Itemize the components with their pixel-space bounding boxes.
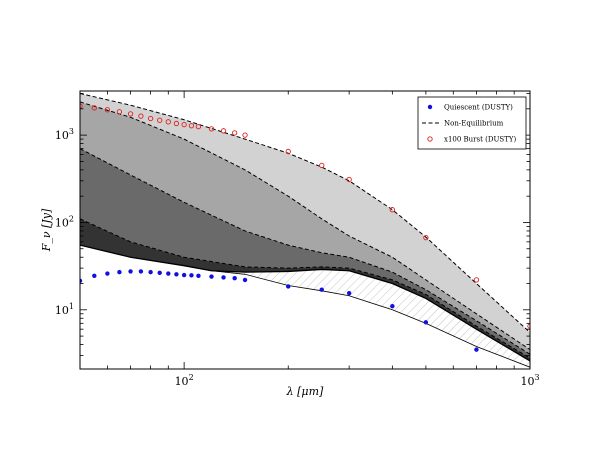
- band-2: [80, 101, 530, 355]
- y-tick-label: 102: [55, 214, 74, 229]
- x-tick-label: 103: [520, 373, 539, 388]
- burst-point: [319, 162, 325, 169]
- legend-label: Non-Equilibrium: [444, 120, 504, 128]
- y-tick-label: 103: [55, 127, 74, 142]
- burst-point: [423, 235, 429, 241]
- burst-point: [208, 126, 215, 132]
- quiescent-point: [117, 269, 122, 275]
- legend: Quiescent (DUSTY) Non-Equilibrium x100 Bur…: [417, 96, 527, 150]
- quiescent-point: [209, 274, 214, 279]
- burst-point: [346, 176, 352, 183]
- burst-point: [220, 128, 227, 134]
- burst-point: [147, 115, 154, 122]
- burst-point: [181, 121, 187, 128]
- burst-point: [91, 105, 97, 111]
- quiescent-point: [138, 269, 144, 274]
- quiescent-point: [423, 320, 429, 325]
- quiescent-point: [181, 272, 187, 278]
- burst-point: [165, 119, 171, 125]
- quiescent-point: [221, 275, 226, 280]
- burst-point: [242, 132, 248, 138]
- data-points: [80, 103, 530, 352]
- quiescent-point: [319, 287, 324, 292]
- burst-point: [157, 117, 163, 123]
- quiescent-point: [105, 271, 110, 276]
- legend-marker-filled: [427, 104, 433, 110]
- burst-point: [173, 120, 180, 127]
- legend-label: Quiescent (DUSTY): [444, 104, 513, 112]
- quiescent-point: [80, 278, 83, 283]
- legend-marker-open: [427, 136, 433, 142]
- non-equilibrium-line-4: [80, 218, 530, 359]
- quiescent-point: [474, 347, 479, 352]
- quiescent-point: [196, 273, 201, 279]
- quiescent-point: [346, 290, 352, 296]
- axis-ticks: 102 103 101 102 103: [55, 91, 540, 388]
- quiescent-point: [189, 273, 194, 278]
- quiescent-point: [92, 273, 97, 279]
- model-lines: [80, 92, 530, 368]
- burst-point: [473, 277, 480, 283]
- quiescent-point: [174, 272, 179, 277]
- burst-point: [285, 148, 291, 155]
- non-equilibrium-line-2: [80, 101, 530, 351]
- quiescent-point: [286, 284, 291, 289]
- burst-point: [188, 123, 195, 129]
- y-tick-label: 101: [55, 302, 74, 317]
- burst-point: [389, 207, 396, 213]
- quiescent-point: [148, 269, 153, 275]
- band-3: [80, 148, 530, 359]
- quiescent-point: [166, 271, 171, 276]
- legend-label: x100 Burst (DUSTY): [444, 136, 516, 144]
- burst-point: [116, 109, 123, 115]
- y-axis-title: F_ν [Jy]: [40, 208, 53, 252]
- quiescent-point: [232, 276, 237, 281]
- shaded-bands: [80, 93, 530, 361]
- burst-point: [127, 111, 134, 117]
- x-axis-title: λ [μm]: [286, 385, 324, 398]
- burst-point: [104, 107, 111, 113]
- quiescent-point: [390, 303, 395, 309]
- quiescent-point: [242, 277, 248, 283]
- burst-point: [195, 124, 202, 130]
- solid-lower-curve: [80, 244, 530, 368]
- burst-point: [232, 130, 238, 136]
- plot-frame: [79, 90, 531, 370]
- x-tick-label: 102: [175, 373, 194, 388]
- burst-point: [138, 113, 144, 119]
- quiescent-point: [128, 269, 133, 274]
- quiescent-point: [157, 270, 162, 276]
